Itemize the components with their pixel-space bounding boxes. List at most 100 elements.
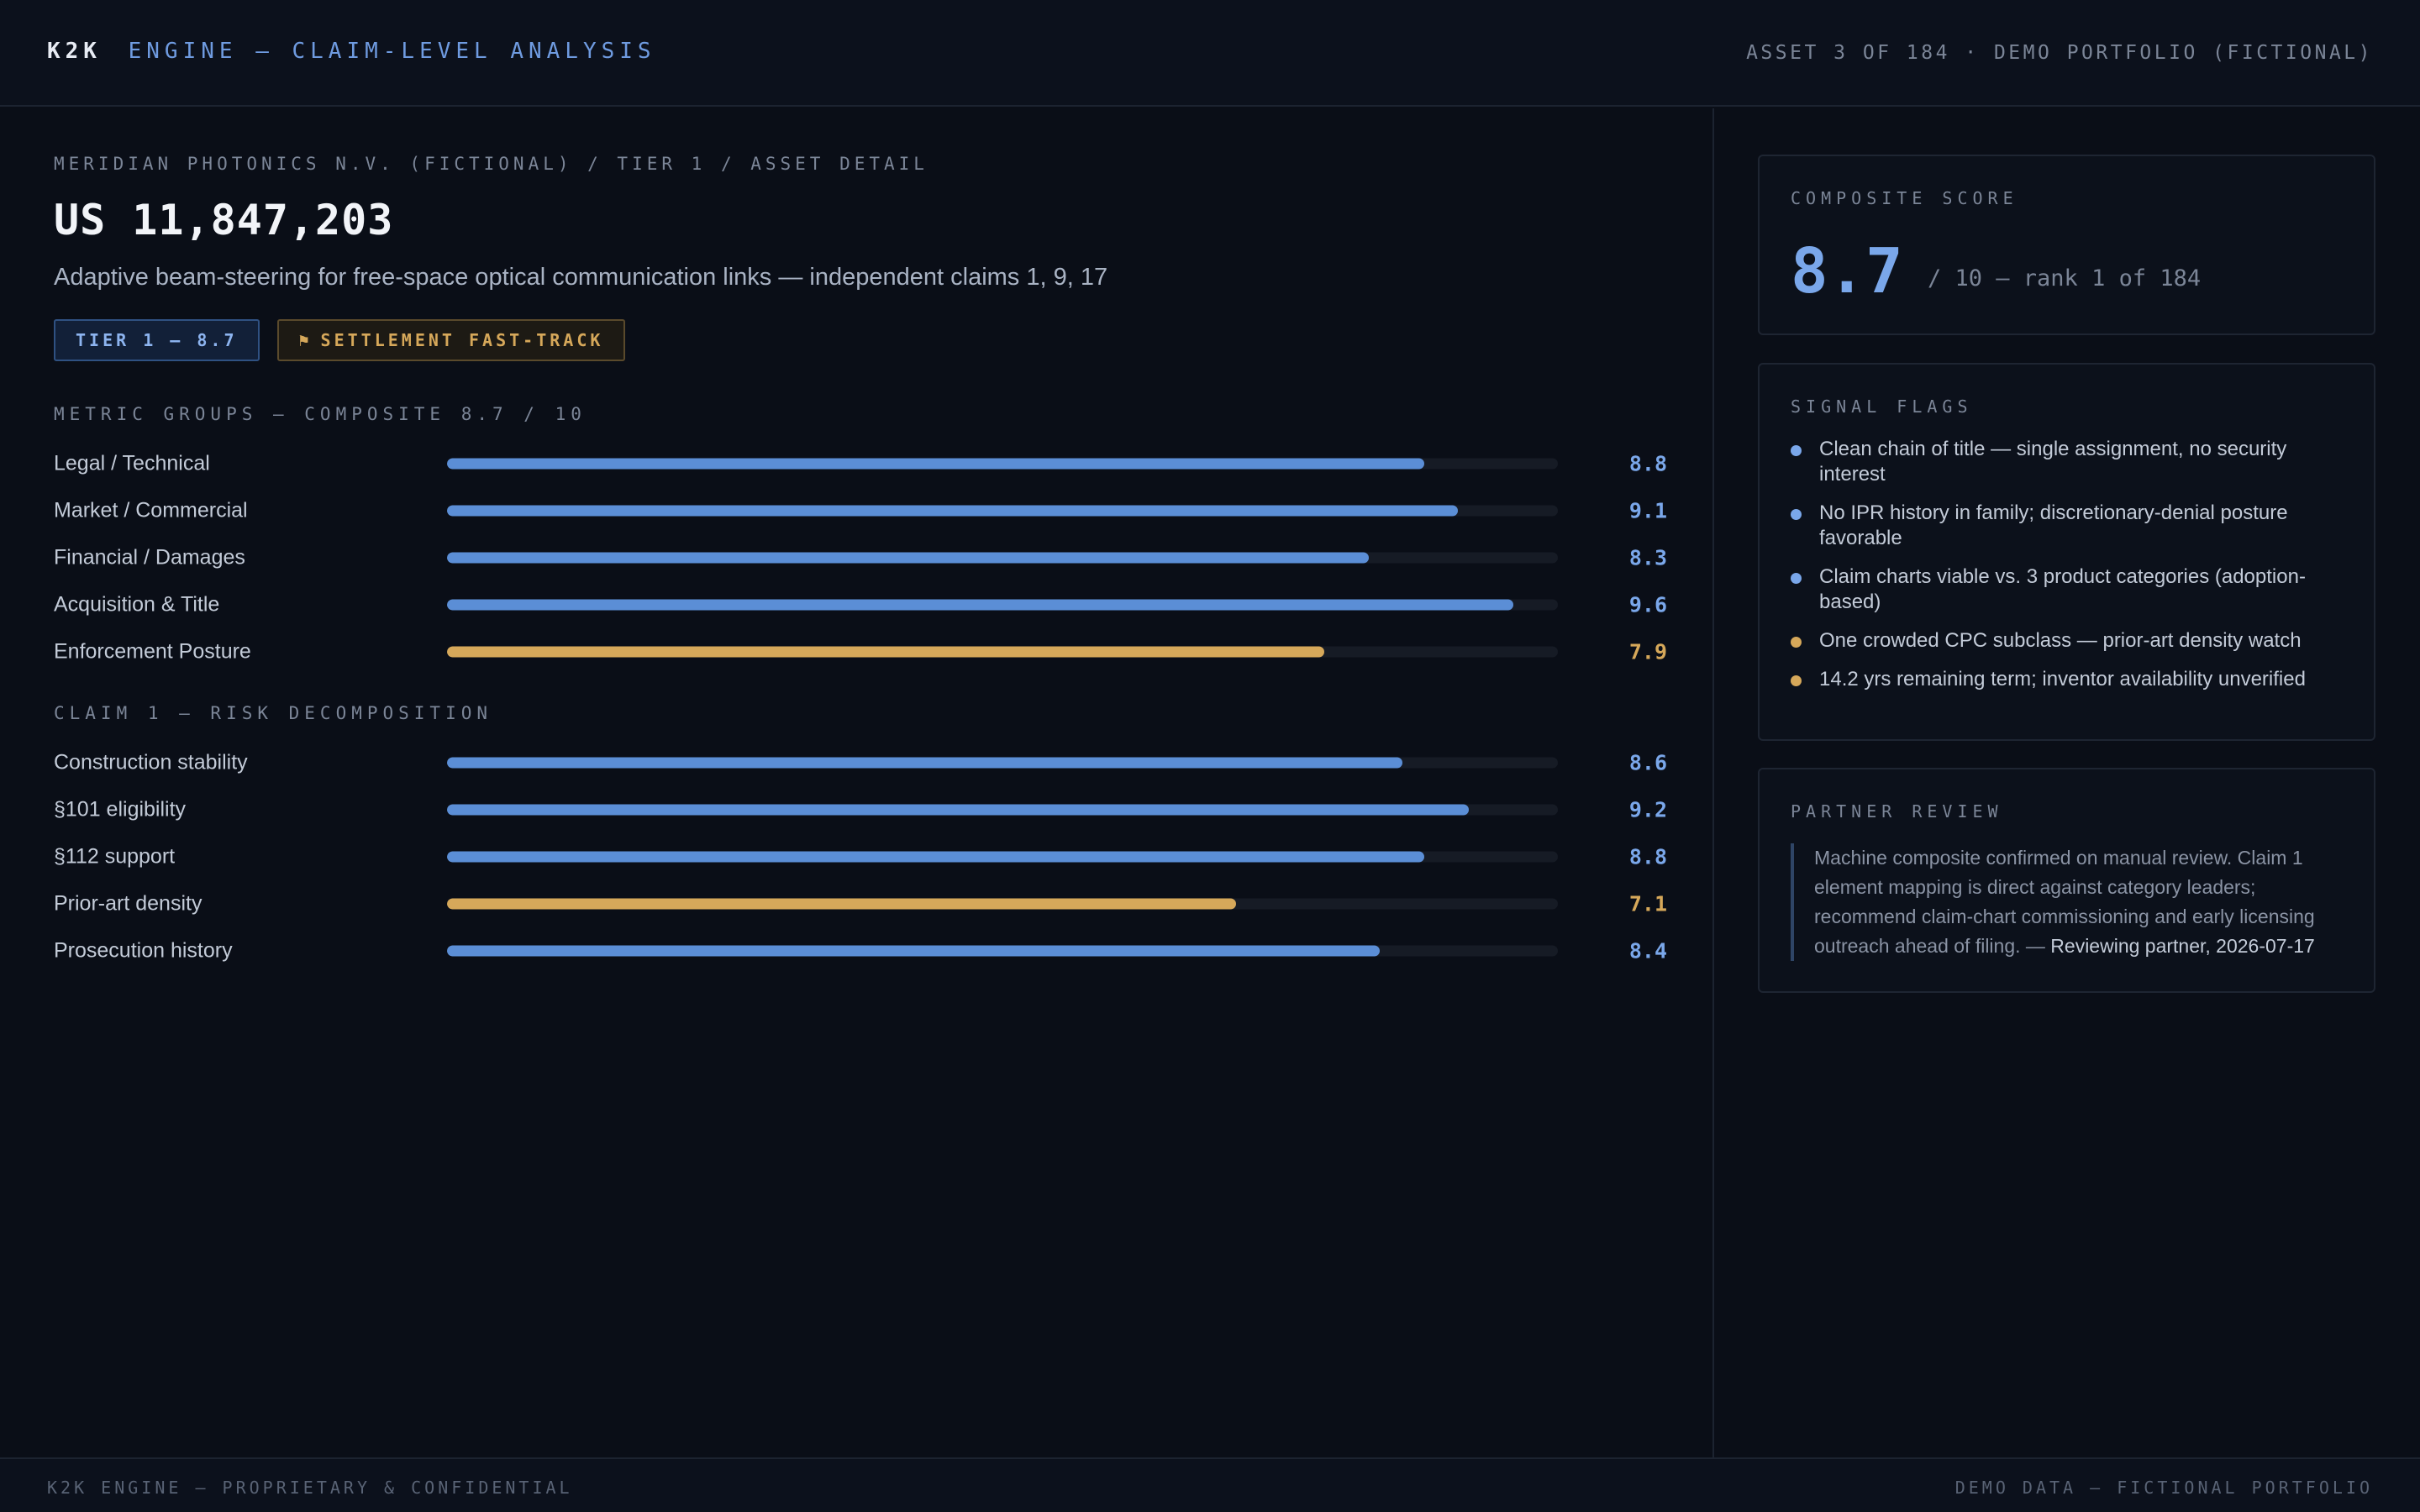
- app-title: ENGINE — CLAIM-LEVEL ANALYSIS: [128, 39, 656, 64]
- top-bar: K2K ENGINE — CLAIM-LEVEL ANALYSIS ASSET …: [0, 0, 2420, 107]
- tier-badge: TIER 1 — 8.7: [54, 319, 260, 361]
- metric-group-row: Acquisition & Title 9.6: [54, 581, 1667, 628]
- partner-review-label: PARTNER REVIEW: [1791, 801, 2003, 822]
- claim-risk-score: 8.8: [1628, 844, 1667, 869]
- claim-risk-row: §101 eligibility 9.2: [54, 786, 1667, 833]
- claim-risk-row: §112 support 8.8: [54, 833, 1667, 880]
- signal-flag-text: 14.2 yrs remaining term; inventor availa…: [1819, 668, 2306, 690]
- signal-flag-item: No IPR history in family; discretionary-…: [1791, 501, 2345, 551]
- metric-group-bar-fill: [447, 458, 1425, 470]
- claim-risk-bar-fill: [447, 804, 1470, 816]
- metric-group-bar-fill: [447, 552, 1370, 564]
- asset-position-indicator: ASSET 3 OF 184 · DEMO PORTFOLIO (FICTION…: [1746, 42, 2373, 64]
- metric-group-bar-track: [447, 505, 1558, 517]
- metric-group-bar-track: [447, 599, 1558, 611]
- metric-group-bar-track: [447, 458, 1558, 470]
- signal-flags-card: SIGNAL FLAGS Clean chain of title — sing…: [1758, 363, 2375, 741]
- partner-review-quote: Machine composite confirmed on manual re…: [1791, 843, 2345, 961]
- metric-group-score: 9.1: [1628, 498, 1667, 523]
- partner-review-text: Machine composite confirmed on manual re…: [1814, 847, 2315, 957]
- composite-score-value: 8.7: [1791, 235, 1903, 307]
- claim-risk-bar-fill: [447, 851, 1425, 863]
- claim-risk-bar-track: [447, 757, 1558, 769]
- signal-flags-label: SIGNAL FLAGS: [1791, 396, 1973, 417]
- claim-risk-bar-track: [447, 898, 1558, 910]
- claim-risk-label: Prosecution history: [54, 938, 233, 963]
- signal-flag-item: Claim charts viable vs. 3 product catego…: [1791, 564, 2345, 615]
- partner-review-attribution: Reviewing partner, 2026-07-17: [2050, 935, 2315, 957]
- footer-demo-note: DEMO DATA — FICTIONAL PORTFOLIO: [1954, 1478, 2373, 1498]
- flag-icon: ⚑: [298, 330, 313, 350]
- claim-risk-bar-track: [447, 804, 1558, 816]
- claim-risk-label: Prior-art density: [54, 891, 203, 916]
- signal-flag-item: 14.2 yrs remaining term; inventor availa…: [1791, 667, 2345, 692]
- status-dot-icon: [1791, 637, 1802, 648]
- metric-group-label: Market / Commercial: [54, 498, 248, 522]
- metric-group-row: Financial / Damages 8.3: [54, 534, 1667, 581]
- claim-risk-list: Construction stability 8.6 §101 eligibilit…: [54, 739, 1667, 974]
- claim-risk-score: 8.4: [1628, 938, 1667, 963]
- signal-flag-text: Claim charts viable vs. 3 product catego…: [1819, 565, 2306, 613]
- claim-risk-bar-track: [447, 851, 1558, 863]
- claim-risk-score: 9.2: [1628, 797, 1667, 822]
- claim-risk-bar-fill: [447, 945, 1381, 957]
- claim-risk-label: §112 support: [54, 844, 176, 869]
- app-brand: K2K ENGINE — CLAIM-LEVEL ANALYSIS: [47, 39, 656, 64]
- status-dot-icon: [1791, 509, 1802, 520]
- claim-risk-bar-track: [447, 945, 1558, 957]
- claim-risk-score: 8.6: [1628, 750, 1667, 775]
- signal-flag-item: One crowded CPC subclass — prior-art den…: [1791, 628, 2345, 654]
- claim-risk-bar-fill: [447, 757, 1402, 769]
- metric-group-bar-track: [447, 552, 1558, 564]
- footer-confidentiality: K2K ENGINE — PROPRIETARY & CONFIDENTIAL: [47, 1478, 573, 1498]
- tier-badge-label: TIER 1 — 8.7: [76, 330, 238, 350]
- metric-groups-list: Legal / Technical 8.8 Market / Commercial 9…: [54, 440, 1667, 675]
- signal-flag-text: Clean chain of title — single assignment…: [1819, 438, 2287, 486]
- patent-number: US 11,847,203: [54, 196, 394, 244]
- brand-logo-text: K2K: [47, 39, 102, 64]
- metric-group-row: Legal / Technical 8.8: [54, 440, 1667, 487]
- partner-review-card: PARTNER REVIEW Machine composite confirm…: [1758, 768, 2375, 993]
- claim-risk-score: 7.1: [1628, 891, 1667, 916]
- column-divider: [1712, 108, 1714, 1457]
- footer: K2K ENGINE — PROPRIETARY & CONFIDENTIAL …: [0, 1457, 2420, 1512]
- claim-risk-label: §101 eligibility: [54, 797, 187, 822]
- composite-score-rank: / 10 — rank 1 of 184: [1928, 265, 2202, 291]
- patent-subtitle: Adaptive beam-steering for free-space op…: [54, 264, 1108, 291]
- metric-group-bar-track: [447, 646, 1558, 658]
- metric-group-score: 7.9: [1628, 639, 1667, 664]
- status-dot-icon: [1791, 573, 1802, 584]
- metric-group-score: 9.6: [1628, 592, 1667, 617]
- claim-risk-row: Construction stability 8.6: [54, 739, 1667, 786]
- status-dot-icon: [1791, 675, 1802, 686]
- signal-flag-text: No IPR history in family; discretionary-…: [1819, 501, 2288, 549]
- metric-group-row: Market / Commercial 9.1: [54, 487, 1667, 534]
- metric-group-bar-fill: [447, 599, 1514, 611]
- metric-group-score: 8.8: [1628, 451, 1667, 476]
- breadcrumb: MERIDIAN PHOTONICS N.V. (FICTIONAL) / TI…: [54, 154, 929, 174]
- claim-risk-row: Prior-art density 7.1: [54, 880, 1667, 927]
- metric-group-bar-fill: [447, 505, 1459, 517]
- signal-flags-list: Clean chain of title — single assignment…: [1791, 437, 2345, 706]
- badge-row: TIER 1 — 8.7 ⚑ SETTLEMENT FAST-TRACK: [54, 319, 626, 361]
- signal-flag-text: One crowded CPC subclass — prior-art den…: [1819, 629, 2302, 652]
- asset-detail-panel: MERIDIAN PHOTONICS N.V. (FICTIONAL) / TI…: [0, 108, 1712, 1457]
- metric-group-row: Enforcement Posture 7.9: [54, 628, 1667, 675]
- composite-score-card: COMPOSITE SCORE 8.7 / 10 — rank 1 of 184: [1758, 155, 2375, 335]
- metric-group-label: Legal / Technical: [54, 451, 210, 475]
- metric-group-label: Acquisition & Title: [54, 592, 220, 617]
- metric-group-label: Financial / Damages: [54, 545, 245, 570]
- metric-group-label: Enforcement Posture: [54, 639, 251, 664]
- fast-track-label: SETTLEMENT FAST-TRACK: [320, 330, 604, 350]
- claim-risk-bar-fill: [447, 898, 1236, 910]
- claim-risk-row: Prosecution history 8.4: [54, 927, 1667, 974]
- claim-risk-label: Construction stability: [54, 750, 248, 774]
- claim-risk-heading: CLAIM 1 — RISK DECOMPOSITION: [54, 703, 493, 723]
- metric-groups-heading: METRIC GROUPS — COMPOSITE 8.7 / 10: [54, 404, 587, 424]
- composite-score-label: COMPOSITE SCORE: [1791, 188, 2018, 208]
- settlement-fast-track-badge: ⚑ SETTLEMENT FAST-TRACK: [276, 319, 626, 361]
- metric-group-bar-fill: [447, 646, 1325, 658]
- signal-flag-item: Clean chain of title — single assignment…: [1791, 437, 2345, 487]
- status-dot-icon: [1791, 445, 1802, 456]
- metric-group-score: 8.3: [1628, 545, 1667, 570]
